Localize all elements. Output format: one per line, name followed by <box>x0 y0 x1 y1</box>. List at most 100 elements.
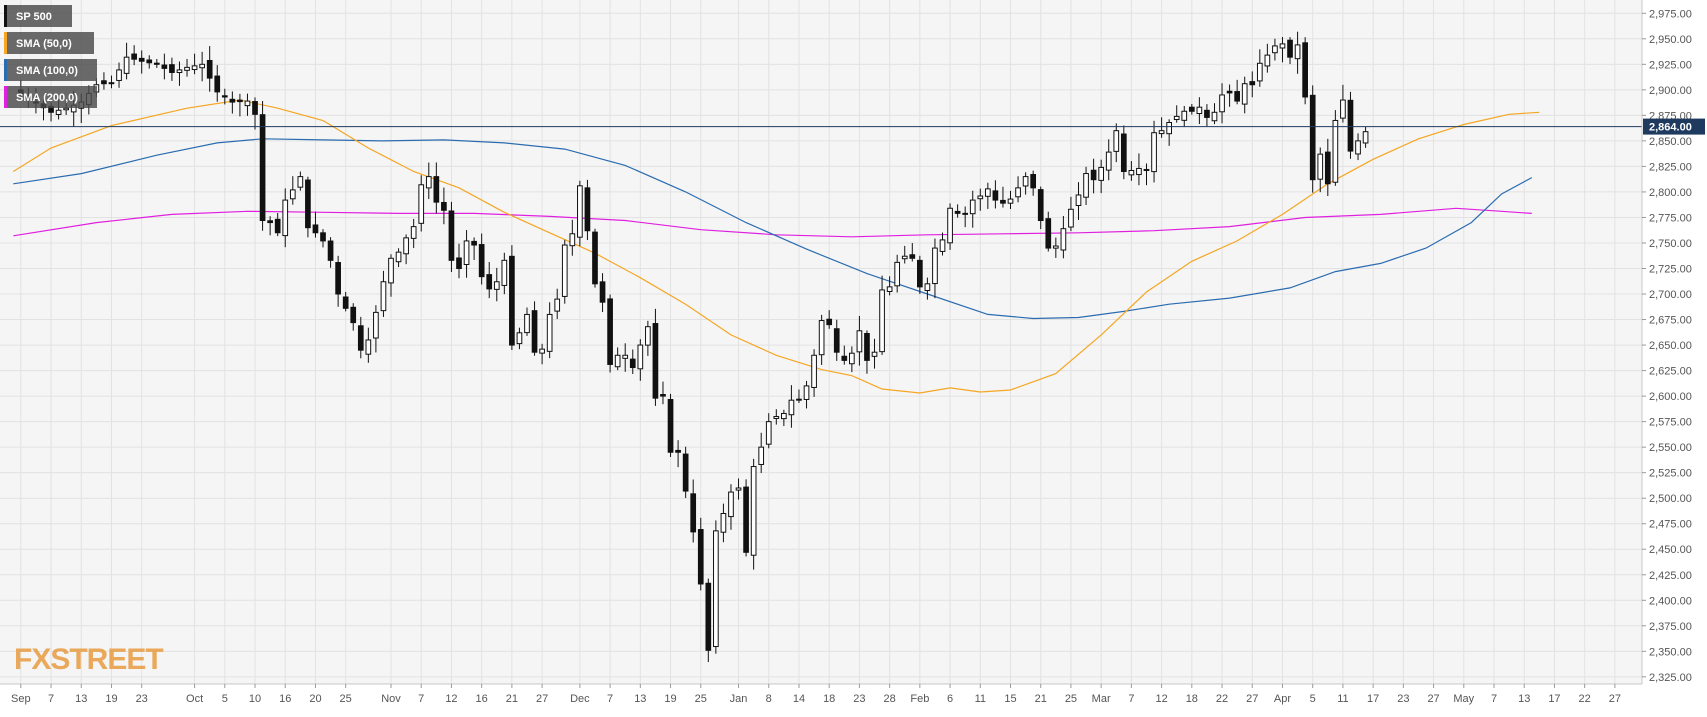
candle-up <box>501 259 508 286</box>
y-tick-label: 2,975.00 <box>1649 8 1692 20</box>
candle-up <box>720 513 727 533</box>
x-tick-label: 13 <box>75 693 87 705</box>
candle-up <box>871 351 878 357</box>
candle-down <box>350 306 357 324</box>
candle-up <box>493 281 500 290</box>
legend-item-bg <box>4 32 94 54</box>
y-tick-label: 2,450.00 <box>1649 544 1692 556</box>
candle-down <box>259 114 266 222</box>
candle-down <box>305 179 311 229</box>
candle-up <box>116 69 122 81</box>
x-tick-label: Oct <box>186 693 203 705</box>
candle-up <box>1355 140 1361 155</box>
candle-up <box>1294 44 1301 60</box>
legend-swatch <box>4 5 7 27</box>
candle-down <box>441 201 447 211</box>
candle-up <box>184 66 190 71</box>
candle-down <box>584 187 591 232</box>
candle-up <box>1113 130 1120 152</box>
candle-up <box>984 188 991 197</box>
candle-down <box>841 355 848 361</box>
candle-down <box>909 254 916 259</box>
y-tick-label: 2,600.00 <box>1649 391 1692 403</box>
candle-down <box>592 231 598 285</box>
y-tick-label: 2,650.00 <box>1649 340 1692 352</box>
candle-up <box>1166 122 1172 135</box>
y-tick-label: 2,700.00 <box>1649 289 1692 301</box>
candle-up <box>622 354 629 359</box>
legend: SP 500 SMA (50,0) SMA (100,0) SMA (200,0) <box>4 5 97 108</box>
candle-up <box>365 339 372 355</box>
candle-up <box>410 226 417 239</box>
x-tick-label: 19 <box>664 693 676 705</box>
candle-down <box>1226 90 1233 94</box>
candle-down <box>342 296 349 309</box>
y-tick-label: 2,775.00 <box>1649 212 1692 224</box>
sma-100-line <box>13 138 1533 320</box>
x-tick-label: 15 <box>1004 693 1016 705</box>
candle-up <box>373 311 379 339</box>
x-tick-label: 5 <box>1310 693 1316 705</box>
x-tick-label: Apr <box>1274 693 1291 705</box>
y-tick-label: 2,325.00 <box>1649 672 1692 684</box>
legend-swatch <box>4 32 7 54</box>
legend-label: SP 500 <box>16 11 52 23</box>
y-tick-label: 2,900.00 <box>1649 85 1692 97</box>
legend-item: SP 500 <box>4 5 72 27</box>
candle-down <box>833 328 840 353</box>
candle-down <box>161 64 168 69</box>
candle-up <box>569 233 576 247</box>
legend-item: SMA (200,0) <box>4 86 97 108</box>
candle-down <box>320 232 326 242</box>
x-tick-label: 21 <box>506 693 518 705</box>
x-tick-label: Dec <box>570 693 590 705</box>
x-tick-label: 28 <box>884 693 896 705</box>
candle-up <box>55 109 62 115</box>
x-tick-label: 11 <box>975 693 986 705</box>
candle-up <box>1173 115 1180 120</box>
y-tick-label: 2,625.00 <box>1649 366 1692 378</box>
candle-up <box>894 261 901 287</box>
x-tick-label: 13 <box>1518 693 1530 705</box>
candle-up <box>1143 168 1150 172</box>
candle-up <box>1060 228 1067 251</box>
candle-up <box>765 421 772 445</box>
y-tick-label: 2,400.00 <box>1649 595 1692 607</box>
candle-down <box>1347 99 1354 152</box>
candle-down <box>607 298 613 365</box>
x-tick-label: 16 <box>279 693 291 705</box>
x-tick-label: 16 <box>476 693 488 705</box>
grid-lines <box>0 0 1642 684</box>
candle-down <box>1090 169 1097 181</box>
candle-up <box>297 176 304 188</box>
candle-down <box>1249 81 1256 86</box>
y-tick-label: 2,500.00 <box>1649 493 1692 505</box>
candle-down <box>1120 133 1127 173</box>
candle-up <box>1332 119 1339 183</box>
y-tick-label: 2,675.00 <box>1649 315 1692 327</box>
candle-down <box>917 259 923 288</box>
candle-up <box>614 354 621 368</box>
y-tick-label: 2,800.00 <box>1649 187 1692 199</box>
x-tick-label: 17 <box>1548 693 1560 705</box>
candle-up <box>811 354 817 388</box>
candle-up <box>735 487 742 491</box>
candle-up <box>554 298 561 312</box>
candle-down <box>221 95 228 98</box>
y-tick-label: 2,825.00 <box>1649 161 1692 173</box>
candle-up <box>1128 169 1135 176</box>
candle-up <box>1052 245 1059 249</box>
x-tick-label: 17 <box>1367 693 1379 705</box>
candle-down <box>101 80 107 85</box>
candle-up <box>1158 130 1165 135</box>
x-tick-label: 11 <box>1337 693 1348 705</box>
candle-up <box>1105 151 1112 171</box>
candle-up <box>803 385 810 400</box>
candle-up <box>1007 198 1014 204</box>
candle-up <box>539 348 545 354</box>
candle-up <box>1196 106 1203 115</box>
legend-item-bg <box>4 59 97 81</box>
candle-up <box>1075 194 1082 206</box>
candle-down <box>1188 106 1195 112</box>
candle-up <box>1317 153 1324 180</box>
